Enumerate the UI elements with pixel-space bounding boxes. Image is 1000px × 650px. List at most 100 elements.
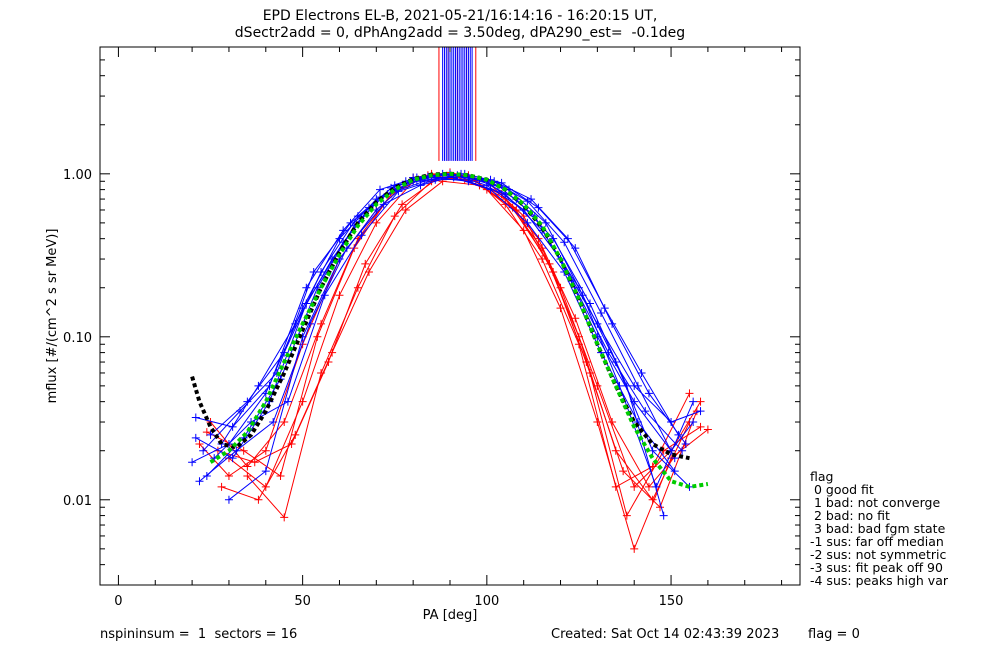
red-curve-2-point — [401, 205, 410, 214]
blue-curve-4 — [199, 169, 687, 455]
blue-curve-9-point — [291, 319, 300, 328]
x-tick-label: 0 — [114, 594, 122, 609]
blue-curve-0 — [188, 169, 698, 467]
blue-curve-5-point — [357, 231, 366, 240]
blue-curve-6-point — [261, 467, 270, 476]
blue-curve-5-point — [541, 218, 550, 227]
y-tick-label: 1.00 — [63, 168, 92, 183]
chart-title-line2: dSectr2add = 0, dPhAng2add = 3.50deg, dP… — [234, 25, 686, 41]
flag-legend: flag 0 good fit 1 bad: not converge 2 ba… — [810, 470, 948, 587]
blue-curve-9-point — [549, 234, 558, 243]
red-curve-2-point — [217, 482, 226, 491]
blue-curve-8-point — [191, 433, 200, 442]
blue-curve-3-point — [317, 267, 326, 276]
red-curve-6-point — [324, 358, 333, 367]
red-curve-6-line — [217, 176, 698, 509]
footer-spin-info: nspininsum = 1 sectors = 16 — [100, 627, 298, 642]
legend-entry-3: 3 bad: bad fgm state — [810, 521, 946, 536]
blue-curve-1-point — [302, 283, 311, 292]
legend-entry-6: -3 sus: fit peak off 90 — [810, 560, 943, 575]
red-curve-4 — [243, 171, 694, 522]
fit-green-line — [209, 171, 709, 489]
blue-curve-2-point — [527, 195, 536, 204]
red-curve-6-point — [545, 259, 554, 268]
blue-curve-2-point — [563, 234, 572, 243]
red-curve-5 — [202, 171, 690, 491]
red-curve-3-point — [372, 218, 381, 227]
red-curve-3-point — [630, 544, 639, 553]
red-curve-3-point — [703, 425, 712, 434]
red-curve-4-point — [538, 255, 547, 264]
red-curve-3-line — [228, 173, 709, 551]
red-curve-1-point — [243, 462, 252, 471]
axes: 0 50 100 150 0.01 0.10 1.00 — [63, 46, 800, 609]
legend-entry-2: 2 bad: no fit — [810, 508, 890, 523]
red-curve-0-point — [224, 471, 233, 480]
legend-entry-4: -1 sus: far off median — [810, 534, 944, 549]
red-curve-3-point — [335, 291, 344, 300]
legend-entry-1: 1 bad: not converge — [810, 495, 941, 510]
blue-curve-8-point — [633, 381, 642, 390]
blue-curve-8-point — [523, 197, 532, 206]
blue-curve-6-point — [224, 495, 233, 504]
blue-curve-0-line — [191, 173, 694, 463]
blue-curve-8-point — [228, 454, 237, 463]
blue-curve-1-point — [523, 218, 532, 227]
blue-curve-6-point — [593, 319, 602, 328]
x-tick-label: 50 — [294, 594, 311, 609]
red-curve-6-point — [361, 259, 370, 268]
blue-curve-5-point — [689, 397, 698, 406]
red-curve-5-point — [534, 234, 543, 243]
blue-curve-8-point — [560, 238, 569, 247]
blue-curve-1-point — [376, 185, 384, 194]
red-curve-0 — [195, 168, 705, 491]
plot-area — [188, 47, 712, 553]
blue-curve-3 — [206, 173, 694, 491]
blue-curve-1-point — [191, 413, 200, 422]
blue-curve-7-point — [608, 319, 617, 328]
x-axis-label: PA [deg] — [423, 608, 478, 623]
blue-bar — [442, 47, 473, 161]
blue-curve-7-point — [644, 389, 653, 398]
blue-curve-0-point — [188, 458, 197, 467]
blue-curve-1-point — [670, 467, 679, 476]
blue-curve-7-point — [202, 471, 211, 480]
red-curve-5-point — [313, 332, 322, 341]
red-curve-4-point — [353, 283, 362, 292]
red-curve-6-point — [619, 467, 628, 476]
legend-entry-0: 0 good fit — [810, 482, 874, 497]
red-curve-6 — [213, 173, 701, 512]
blue-curve-2-point — [379, 200, 388, 209]
red-curve-4-line — [247, 174, 690, 519]
footer-flag: flag = 0 — [808, 627, 860, 642]
blue-curve-4-point — [309, 267, 318, 276]
red-curve-0-point — [195, 439, 204, 448]
blue-curve-7-point — [534, 203, 543, 212]
red-curve-6-point — [398, 200, 407, 209]
blue-curve-1 — [191, 173, 679, 476]
blue-curve-2-point — [637, 368, 646, 377]
blue-curve-2-point — [195, 477, 204, 486]
red-curve-5-point — [276, 471, 285, 480]
red-curve-5-point — [239, 446, 248, 455]
blue-curve-7-point — [571, 244, 580, 253]
blue-curve-9-point — [622, 381, 631, 390]
y-tick-label: 0.01 — [63, 494, 92, 509]
x-tick-label: 150 — [659, 594, 684, 609]
blue-curve-2 — [195, 171, 683, 486]
legend-entry-5: -2 sus: not symmetric — [810, 547, 947, 562]
red-curve-4-point — [243, 471, 252, 480]
blue-curve-6-point — [696, 407, 705, 416]
blue-curve-3-point — [206, 430, 215, 439]
red-curve-2-point — [254, 495, 263, 504]
blue-curve-6-point — [667, 418, 676, 427]
x-tick-label: 100 — [474, 594, 499, 609]
red-curve-1 — [206, 169, 694, 504]
red-curve-4-point — [280, 513, 289, 522]
blue-curve-8-line — [195, 175, 676, 459]
blue-curve-0-point — [689, 418, 698, 427]
red-curve-0-point — [556, 283, 565, 292]
red-curve-1-point — [317, 319, 326, 328]
red-curve-6-point — [656, 503, 664, 512]
